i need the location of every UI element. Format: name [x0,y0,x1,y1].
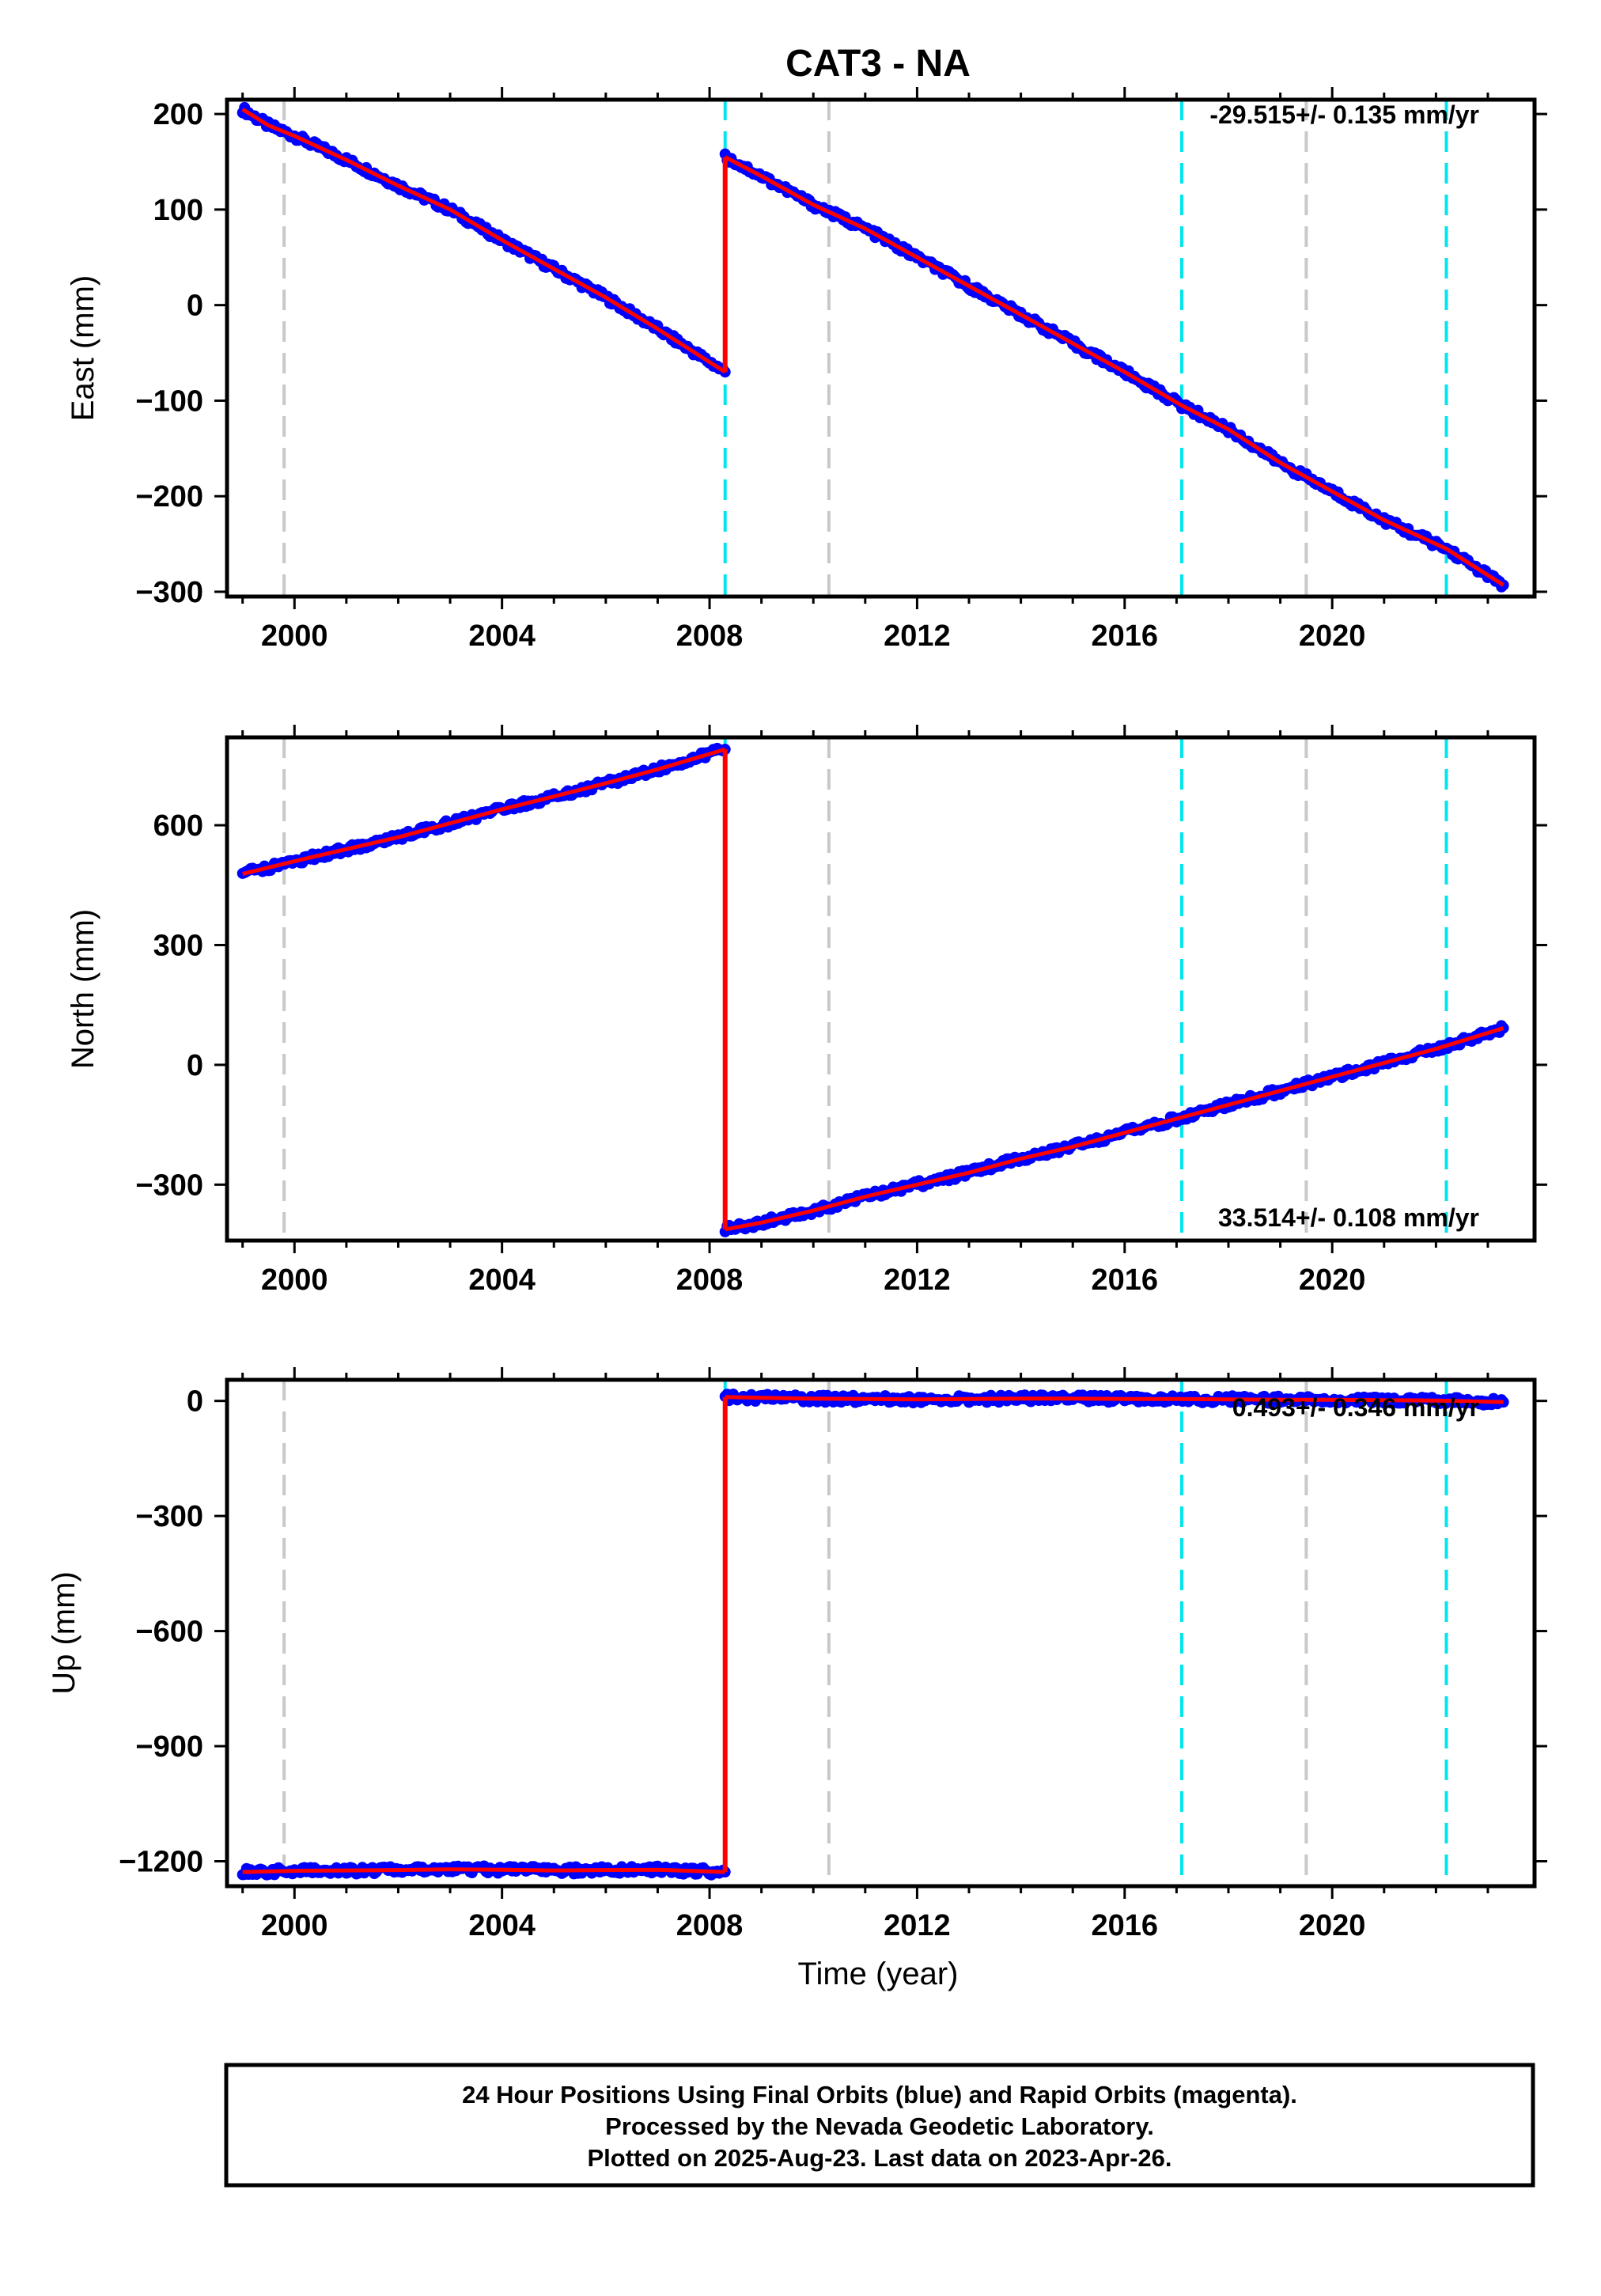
model-fit-line [242,1867,725,1874]
plot-frame [225,97,1537,599]
y-tick-label: 200 [153,98,203,131]
y-axis-label: North (mm) [66,909,100,1069]
plot-frame [225,1377,1537,1889]
figure-title: CAT3 - NA [785,43,971,85]
x-tick-label: 2004 [468,1264,536,1297]
y-tick-label: −600 [135,1616,203,1649]
footer-line-1: 24 Hour Positions Using Final Orbits (bl… [462,2081,1297,2108]
model-fit-line [724,155,1504,587]
y-tick-label: −300 [135,1500,203,1533]
x-tick-label: 2000 [261,619,328,653]
x-axis-label: Time (year) [798,1957,959,1991]
panel-east: 2000 2004 2008 2012 2016 2020 200 100 0 −100 −200 −… [66,87,1547,653]
x-tick-label: 2004 [468,619,536,653]
y-tick-label: −100 [135,385,203,418]
y-tick-label: 300 [153,929,203,962]
x-tick-label: 2012 [884,1264,951,1297]
y-tick-label: 0 [187,1049,203,1082]
model-fit-line [242,747,726,877]
x-tick-label: 2008 [676,619,744,653]
x-tick-label: 2020 [1299,1264,1366,1297]
plot-frame [225,735,1537,1243]
y-tick-label: −300 [135,1169,203,1202]
x-tick-label: 2004 [468,1909,536,1942]
panel-up: 2000 2004 2008 2012 2016 2020 0 −300 −600 −900 −12… [47,1367,1547,1942]
x-tick-label: 2008 [676,1264,744,1297]
x-tick-label: 2000 [261,1909,328,1942]
rate-label: 0.493+/- 0.346 mm/yr [1232,1393,1479,1422]
footer-line-3: Plotted on 2025-Aug-23. Last data on 202… [587,2144,1171,2172]
footer-border [224,2063,1535,2188]
y-axis-label: East (mm) [66,275,100,421]
y-tick-label: 0 [187,290,203,323]
data-point [1497,1396,1509,1408]
y-tick-label: −1200 [119,1845,203,1878]
y-tick-label: −200 [135,480,203,513]
rate-label: -29.515+/- 0.135 mm/yr [1209,100,1479,129]
footer-line-2: Processed by the Nevada Geodetic Laborat… [605,2112,1154,2140]
y-axis-label: Up (mm) [47,1571,81,1695]
rate-label: 33.514+/- 0.108 mm/yr [1218,1203,1479,1232]
x-tick-label: 2016 [1092,619,1159,653]
model-fit-line [725,1395,1504,1404]
model-fit-line [241,107,727,374]
x-tick-label: 2012 [884,1909,951,1942]
y-tick-label: 600 [153,809,203,843]
x-tick-label: 2016 [1092,1264,1159,1297]
model-fit-line [725,1026,1504,1232]
footer-box: 24 Hour Positions Using Final Orbits (bl… [224,2063,1535,2188]
panels: 2000 2004 2008 2012 2016 2020 200 100 0 −100 −200 −… [47,87,1547,1942]
y-tick-label: 0 [187,1385,203,1419]
x-tick-label: 2020 [1299,1909,1366,1942]
y-tick-label: −900 [135,1730,203,1764]
y-tick-label: 100 [153,194,203,227]
x-tick-label: 2016 [1092,1909,1159,1942]
panel-north: 2000 2004 2008 2012 2016 2020 600 300 0 −300 North… [66,725,1547,1297]
x-tick-label: 2008 [676,1909,744,1942]
x-tick-label: 2000 [261,1264,328,1297]
x-tick-label: 2012 [884,619,951,653]
x-tick-label: 2020 [1299,619,1366,653]
y-tick-label: −300 [135,576,203,609]
